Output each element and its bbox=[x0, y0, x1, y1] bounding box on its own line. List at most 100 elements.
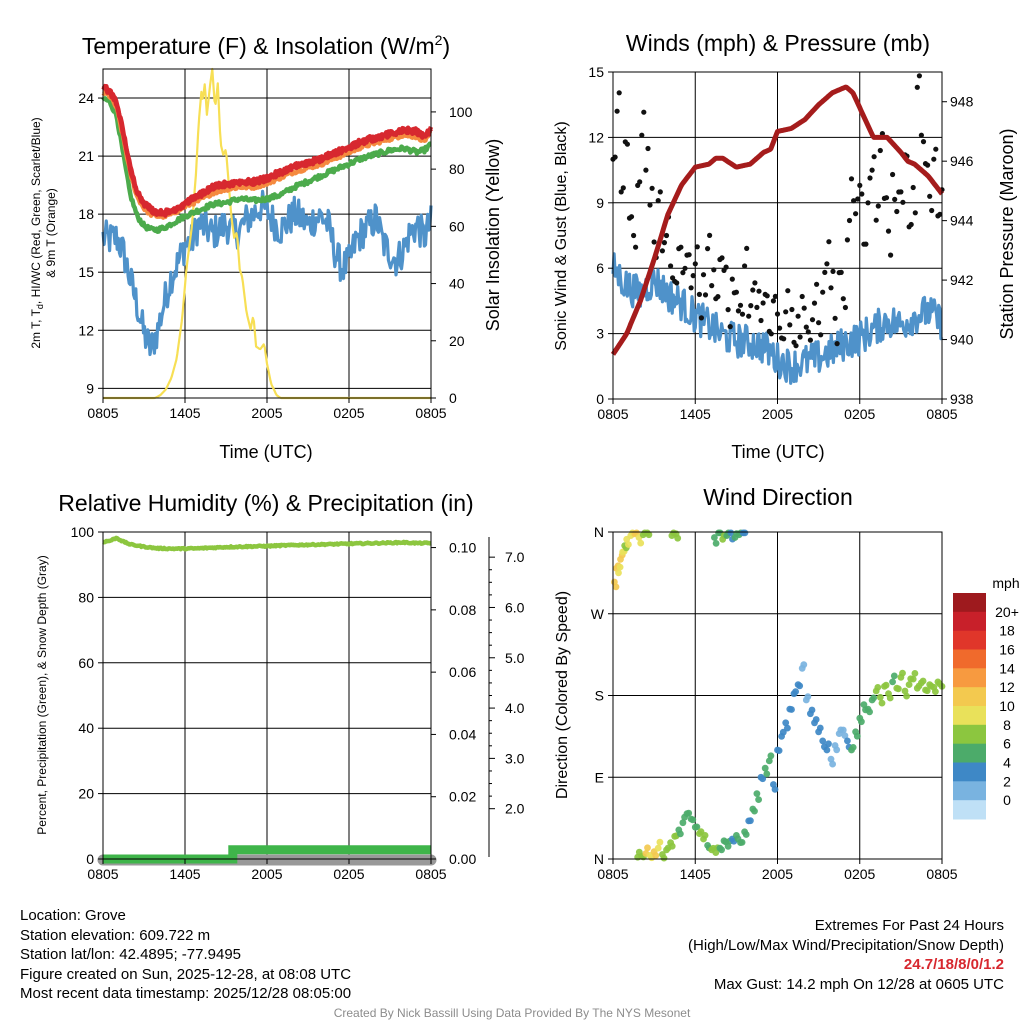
gust-point bbox=[875, 203, 881, 209]
direction-point bbox=[874, 684, 882, 691]
y-tick-label: 40 bbox=[78, 720, 94, 736]
gust-point bbox=[756, 288, 762, 294]
direction-title: Wind Direction bbox=[703, 484, 853, 510]
direction-point bbox=[765, 757, 773, 765]
colorbar-swatch bbox=[953, 743, 986, 763]
direction-point bbox=[759, 775, 767, 783]
gust-point bbox=[824, 261, 830, 267]
gust-point bbox=[908, 221, 914, 228]
direction-point bbox=[615, 569, 622, 577]
gust-point bbox=[624, 141, 631, 147]
y2-tick-label: 0 bbox=[449, 390, 457, 406]
direction-point bbox=[677, 830, 684, 838]
y-tick-label: W bbox=[591, 606, 605, 622]
2m-temperature-line bbox=[101, 83, 434, 217]
colorbar-label: 0 bbox=[1003, 792, 1011, 808]
gust-point bbox=[663, 232, 670, 239]
gust-point bbox=[633, 244, 639, 250]
gust-point bbox=[820, 289, 826, 295]
gust-point bbox=[659, 248, 666, 254]
colorbar-label: 12 bbox=[999, 679, 1015, 695]
direction-point bbox=[899, 669, 906, 677]
gust-point bbox=[848, 176, 855, 182]
temperature-ylabel-line2: & 9m T (Orange) bbox=[44, 188, 58, 278]
humidity-ylabel: Percent, Precipitation (Green), & Snow D… bbox=[35, 555, 49, 834]
humidity-title: Relative Humidity (%) & Precipitation (i… bbox=[58, 490, 473, 516]
direction-ylabel: Direction (Colored By Speed) bbox=[554, 591, 571, 799]
gust-point bbox=[618, 189, 624, 195]
y3-tick-label: 2.0 bbox=[505, 801, 525, 817]
gust-point bbox=[686, 252, 692, 258]
direction-point bbox=[792, 688, 799, 695]
gust-point bbox=[842, 304, 849, 311]
colorbar-label: 10 bbox=[999, 698, 1015, 714]
direction-point bbox=[718, 846, 725, 854]
direction-point bbox=[839, 726, 847, 734]
gust-point bbox=[797, 334, 803, 340]
y2-tick-label: 938 bbox=[950, 391, 974, 407]
direction-point bbox=[784, 724, 791, 732]
direction-point bbox=[932, 688, 939, 695]
station-info: Location: Grove Station elevation: 609.7… bbox=[20, 906, 351, 1004]
x-tick-label: 0805 bbox=[415, 405, 446, 421]
gust-point bbox=[707, 232, 713, 238]
gust-point bbox=[628, 214, 635, 220]
humidity-panel: Relative Humidity (%) & Precipitation (i… bbox=[35, 490, 525, 882]
colorbar-swatch bbox=[953, 668, 986, 688]
direction-point bbox=[751, 807, 758, 815]
direction-point bbox=[901, 687, 909, 695]
direction-panel: Wind Direction 0805 1405 2005 0205 0805NESWN… bbox=[554, 484, 1020, 882]
direction-point bbox=[886, 694, 894, 702]
gust-point bbox=[844, 237, 851, 243]
y-tick-label: 15 bbox=[78, 264, 94, 280]
direction-point bbox=[909, 675, 917, 683]
gust-point bbox=[661, 240, 668, 246]
gust-point bbox=[830, 268, 836, 274]
direction-point bbox=[876, 693, 884, 701]
gust-point bbox=[781, 336, 787, 342]
gust-point bbox=[859, 191, 865, 197]
gust-point bbox=[865, 200, 871, 206]
direction-point bbox=[625, 541, 632, 548]
colorbar-swatch bbox=[953, 611, 986, 632]
y2-tick-label: 0.10 bbox=[449, 540, 476, 556]
temperature-ticks: 0805 1405 2005 0205 0805 9 12 15 18 21 24 0 20 40 60 80… bbox=[78, 90, 472, 421]
y2-tick-label: 0.04 bbox=[449, 726, 476, 742]
x-tick-label: 1405 bbox=[169, 866, 200, 882]
gust-point bbox=[694, 244, 700, 250]
gust-point bbox=[855, 196, 861, 202]
direction-grid bbox=[612, 531, 943, 860]
gust-point bbox=[682, 265, 688, 271]
direction-point bbox=[712, 540, 720, 547]
gust-point bbox=[867, 175, 873, 181]
direction-point bbox=[679, 819, 687, 827]
direction-point bbox=[701, 832, 709, 839]
winds-panel: Winds (mph) & Pressure (mb) 0805 1405 2005… bbox=[553, 30, 1017, 462]
gust-point bbox=[641, 109, 647, 115]
x-tick-label: 2005 bbox=[251, 405, 282, 421]
gust-point bbox=[912, 210, 918, 216]
gust-point bbox=[931, 156, 937, 162]
gust-point bbox=[832, 315, 838, 321]
gust-point bbox=[937, 211, 943, 217]
gust-point bbox=[702, 292, 709, 298]
direction-point bbox=[804, 693, 812, 700]
x-tick-label: 0805 bbox=[597, 406, 628, 422]
gust-point bbox=[709, 283, 715, 289]
gust-point bbox=[645, 145, 651, 152]
gust-point bbox=[651, 239, 657, 245]
y-tick-label: 0 bbox=[86, 851, 94, 867]
direction-point bbox=[616, 563, 624, 571]
gust-point bbox=[822, 269, 828, 275]
y3-tick-label: 6.0 bbox=[505, 599, 525, 615]
gust-point bbox=[888, 252, 894, 258]
direction-point bbox=[796, 682, 804, 690]
gust-point bbox=[933, 146, 939, 152]
x-tick-label: 0805 bbox=[926, 866, 957, 882]
temperature-y2label: Solar Insolation (Yellow) bbox=[483, 139, 503, 331]
gust-point bbox=[783, 309, 789, 315]
gust-point bbox=[774, 311, 781, 317]
colorbar-swatch bbox=[953, 630, 986, 650]
y2-tick-label: 100 bbox=[449, 104, 473, 120]
